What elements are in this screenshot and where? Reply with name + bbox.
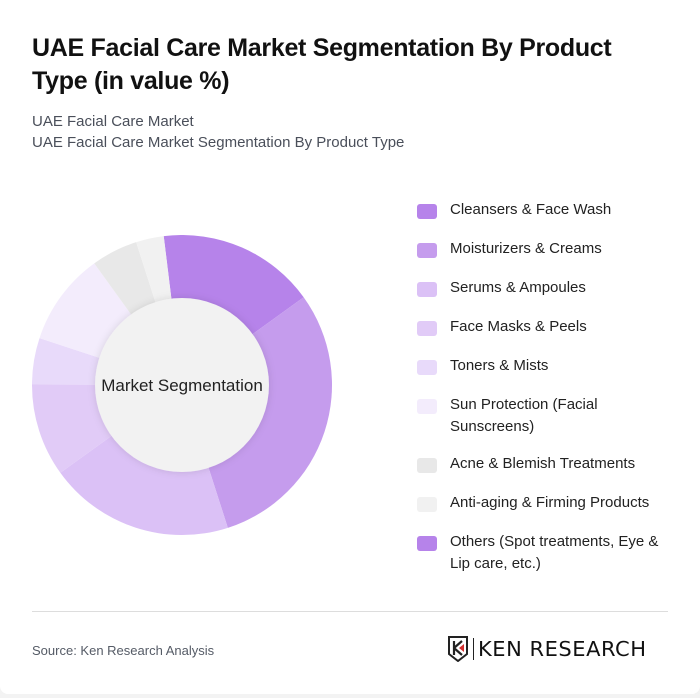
legend-label: Others (Spot treatments, Eye & Lip care,… bbox=[450, 533, 659, 572]
legend-swatch bbox=[417, 282, 437, 297]
subtitle-segmentation: UAE Facial Care Market Segmentation By P… bbox=[32, 134, 405, 151]
chart-legend: Cleansers & Face Wash Moisturizers & Crea… bbox=[417, 199, 687, 590]
source-note: Source: Ken Research Analysis bbox=[32, 643, 215, 658]
legend-label: Serums & Ampoules bbox=[450, 279, 586, 296]
chart-title: UAE Facial Care Market Segmentation By P… bbox=[32, 34, 612, 95]
legend-item[interactable]: Anti-aging & Firming Products bbox=[417, 492, 687, 514]
legend-swatch bbox=[417, 458, 437, 473]
legend-label: Toners & Mists bbox=[450, 357, 549, 374]
legend-item[interactable]: Moisturizers & Creams bbox=[417, 238, 687, 260]
subtitle-market: UAE Facial Care Market bbox=[32, 113, 194, 130]
donut-chart: Market Segmentation bbox=[32, 235, 332, 535]
ken-research-logo: KEN RESEARCH bbox=[447, 636, 646, 662]
legend-swatch bbox=[417, 321, 437, 336]
legend-swatch bbox=[417, 497, 437, 512]
legend-swatch bbox=[417, 204, 437, 219]
legend-item[interactable]: Serums & Ampoules bbox=[417, 277, 687, 299]
legend-label: Face Masks & Peels bbox=[450, 318, 587, 335]
legend-swatch bbox=[417, 536, 437, 551]
legend-item[interactable]: Others (Spot treatments, Eye & Lip care,… bbox=[417, 531, 687, 575]
center-label: Market Segmentation bbox=[101, 376, 263, 395]
ken-logo-icon bbox=[448, 636, 468, 662]
legend-label: Anti-aging & Firming Products bbox=[450, 494, 650, 511]
legend-label: Cleansers & Face Wash bbox=[450, 201, 612, 218]
legend-item[interactable]: Cleansers & Face Wash bbox=[417, 199, 687, 221]
legend-swatch bbox=[417, 399, 437, 414]
legend-item[interactable]: Toners & Mists bbox=[417, 355, 687, 377]
legend-item[interactable]: Acne & Blemish Treatments bbox=[417, 453, 687, 475]
legend-item[interactable]: Face Masks & Peels bbox=[417, 316, 687, 338]
legend-item[interactable]: Sun Protection (Facial Sunscreens) bbox=[417, 394, 687, 438]
legend-swatch bbox=[417, 243, 437, 258]
legend-label: Acne & Blemish Treatments bbox=[450, 455, 636, 472]
legend-label: Sun Protection (Facial Sunscreens) bbox=[450, 396, 598, 435]
legend-swatch bbox=[417, 360, 437, 375]
legend-label: Moisturizers & Creams bbox=[450, 240, 602, 257]
logo-separator bbox=[473, 638, 474, 660]
logo-text: KEN RESEARCH bbox=[478, 637, 647, 661]
donut-center bbox=[95, 298, 269, 472]
footer-divider bbox=[32, 611, 668, 612]
